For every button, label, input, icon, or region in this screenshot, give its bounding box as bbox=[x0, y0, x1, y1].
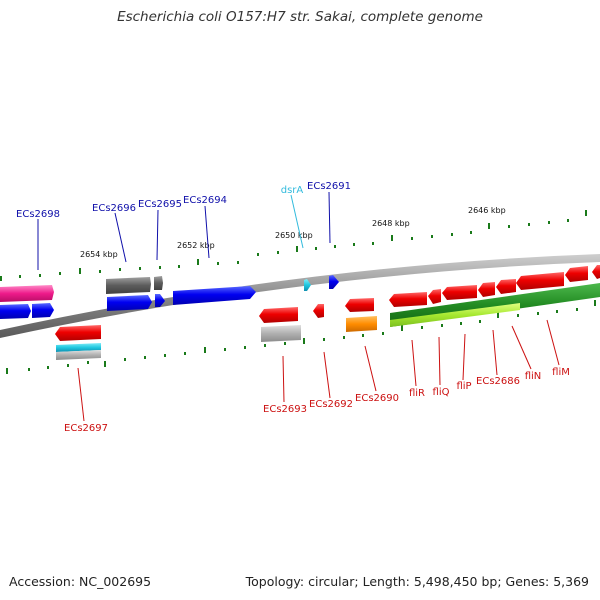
gene-ecs2697-upper-arrow bbox=[32, 303, 54, 318]
gene-ecs2693-arrow bbox=[259, 307, 298, 323]
gene-ecs2697-arrow bbox=[55, 325, 101, 341]
gene-flin-arrow bbox=[496, 279, 516, 294]
tick-label-2646: 2646 kbp bbox=[468, 206, 506, 215]
tick-ring-inner bbox=[6, 300, 596, 374]
gene-ecs2697-gray-bar bbox=[56, 350, 101, 360]
gene-label-ecs2691: ECs2691 bbox=[307, 181, 351, 192]
gene-label-fliq: fliQ bbox=[433, 387, 450, 398]
gene-flip-arrow bbox=[442, 285, 477, 300]
gene-ecs2698-lower-arrow bbox=[0, 304, 31, 319]
forward-strand-features bbox=[0, 275, 339, 319]
gene-ecs2695-arrow bbox=[154, 276, 163, 290]
gene-fliq-arrow bbox=[428, 289, 441, 304]
gene-ecs2696-arrow bbox=[106, 277, 151, 294]
flagellar-lime-track bbox=[390, 303, 520, 327]
tick-label-2650: 2650 kbp bbox=[275, 231, 313, 240]
gene-edge-arrow bbox=[592, 265, 600, 279]
gene-label-flir: fliR bbox=[409, 388, 425, 399]
tick-ring-outer bbox=[0, 210, 587, 281]
gene-label-ecs2694: ECs2694 bbox=[183, 195, 227, 206]
gene-label-ecs2697: ECs2697 bbox=[64, 423, 108, 434]
map-title: Escherichia coli O157:H7 str. Sakai, com… bbox=[117, 9, 483, 25]
tick-label-2648: 2648 kbp bbox=[372, 219, 410, 228]
tick-label-2654: 2654 kbp bbox=[80, 250, 118, 259]
label-leaders-top bbox=[37, 191, 331, 270]
gene-label-ecs2686: ECs2686 bbox=[476, 376, 520, 387]
gene-ecs2691-arrow bbox=[329, 275, 339, 289]
gene-label-ecs2690: ECs2690 bbox=[355, 393, 399, 404]
gene-flir-arrow bbox=[389, 292, 427, 307]
gene-dsra-arrow bbox=[304, 279, 311, 291]
gene-ecs2693-gray-bar bbox=[261, 325, 301, 342]
accession-text: Accession: NC_002695 bbox=[9, 574, 152, 589]
tick-label-2652: 2652 kbp bbox=[177, 241, 215, 250]
gene-flim-arrow bbox=[516, 272, 564, 290]
gene-ecs2697-cyan-bar bbox=[56, 343, 101, 352]
gene-label-ecs2698: ECs2698 bbox=[16, 209, 60, 220]
gene-label-ecs2692: ECs2692 bbox=[309, 399, 353, 410]
gene-ecs2690-arrow bbox=[345, 298, 374, 312]
gene-ecs2686-arrow bbox=[478, 282, 495, 297]
genome-summary-text: Topology: circular; Length: 5,498,450 bp… bbox=[245, 574, 589, 589]
gene-ecs2690-orange-bar bbox=[346, 316, 377, 332]
gene-ecs2692-arrow bbox=[313, 304, 324, 318]
gene-label-ecs2695: ECs2695 bbox=[138, 199, 182, 210]
gene-ecs2695-blue-arrow bbox=[155, 294, 165, 307]
gene-ecs2698-arrow bbox=[0, 285, 54, 302]
reverse-strand-features bbox=[55, 265, 600, 360]
gene-ecs2696-blue-arrow bbox=[107, 295, 152, 311]
label-leaders-bottom bbox=[77, 319, 560, 422]
gene-ecs2694-arrow bbox=[173, 286, 256, 305]
genome-backbone bbox=[0, 254, 600, 338]
gene-label-ecs2696: ECs2696 bbox=[92, 203, 136, 214]
gene-label-dsra: dsrA bbox=[281, 185, 304, 196]
gene-next-arrow bbox=[565, 266, 588, 282]
gene-label-flip: fliP bbox=[456, 381, 471, 392]
gene-label-ecs2693: ECs2693 bbox=[263, 404, 307, 415]
gene-label-flim: fliM bbox=[552, 367, 570, 378]
gene-label-flin: fliN bbox=[525, 371, 542, 382]
